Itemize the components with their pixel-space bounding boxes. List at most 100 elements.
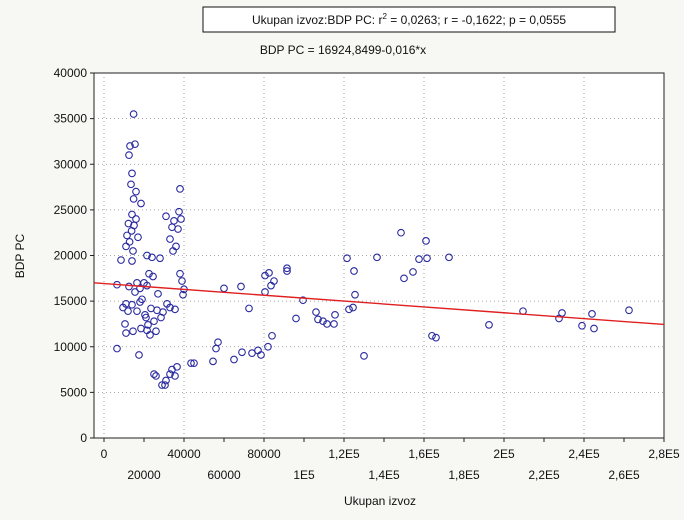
y-tick-label: 30000 [54, 157, 88, 171]
data-point [166, 370, 174, 378]
regression-line-group [93, 282, 665, 326]
data-point [625, 306, 633, 315]
data-point [265, 268, 273, 277]
x-tick-label: 60000 [207, 468, 241, 482]
data-point [154, 289, 162, 298]
data-point [345, 305, 353, 314]
statistics-title-sup: 2 [382, 12, 387, 21]
regression-line [93, 282, 665, 326]
data-point [283, 267, 291, 275]
data-point [143, 251, 151, 260]
statistics-title: Ukupan izvoz:BDP PC: r2 = 0,0263; r = -0… [252, 12, 566, 27]
data-point [144, 321, 152, 329]
y-tick-label: 25000 [54, 203, 88, 217]
data-point [214, 338, 222, 347]
data-point [312, 308, 320, 316]
y-tick-label: 20000 [54, 249, 88, 263]
y-tick-label: 40000 [54, 66, 88, 80]
data-point [156, 254, 164, 263]
data-point [350, 267, 358, 275]
data-point [158, 381, 166, 389]
data-point [588, 310, 596, 318]
x-tick-label: 80000 [247, 447, 281, 461]
data-point [558, 309, 566, 317]
data-point [166, 303, 174, 312]
statistics-title-box: Ukupan izvoz:BDP PC: r2 = 0,0263; r = -0… [202, 6, 616, 33]
x-axis-label: Ukupan izvoz [344, 494, 416, 508]
data-point [122, 242, 130, 251]
data-point [127, 227, 136, 235]
data-point [190, 359, 198, 368]
data-point [485, 321, 493, 329]
x-tick-label: 20000 [127, 468, 161, 482]
data-point [126, 142, 134, 150]
data-point [128, 169, 136, 178]
data-point [175, 207, 183, 216]
y-tick-label: 15000 [54, 294, 88, 308]
statistics-title-suffix: = 0,0263; r = -0,1622; p = 0,0555 [387, 13, 566, 27]
data-point [150, 317, 158, 326]
data-point [590, 324, 598, 333]
data-point [125, 151, 133, 159]
y-axis-label: BDP PC [13, 233, 27, 278]
data-point [137, 199, 145, 208]
data-point [283, 264, 291, 273]
data-point [176, 185, 184, 193]
data-point [422, 237, 430, 245]
x-tick-label: 1,8E5 [448, 468, 480, 482]
data-point [162, 376, 170, 385]
data-point [174, 225, 182, 233]
data-point [146, 331, 154, 339]
x-tick-label: 1,4E5 [368, 468, 400, 482]
regression-equation: BDP PC = 16924,8499-0,016*x [260, 43, 426, 57]
data-point [129, 195, 138, 203]
data-point [131, 140, 139, 149]
data-point [127, 180, 135, 189]
data-point [152, 327, 160, 336]
x-tick-label: 1,6E5 [408, 447, 440, 461]
data-point [264, 342, 272, 351]
data-point [123, 231, 131, 240]
data-point [166, 235, 174, 243]
grid-lines [94, 73, 664, 438]
data-point [125, 282, 133, 291]
data-point [121, 320, 129, 328]
data-point [124, 307, 132, 316]
data-point [128, 257, 136, 265]
data-point [299, 296, 307, 305]
data-point [178, 277, 186, 285]
x-tick-label: 1,2E5 [328, 447, 360, 461]
data-point [117, 256, 125, 264]
data-point [136, 298, 144, 306]
data-point [148, 253, 156, 262]
data-point [351, 290, 359, 299]
data-point [268, 331, 276, 340]
data-point [113, 344, 121, 353]
data-point [134, 233, 142, 242]
data-point [432, 333, 440, 342]
x-tick-label: 2,8E5 [648, 447, 680, 461]
data-point [133, 307, 141, 316]
data-point [142, 313, 150, 322]
data-point [409, 268, 417, 276]
data-point [445, 253, 453, 262]
data-point [292, 314, 300, 323]
data-point [423, 254, 431, 263]
data-point [331, 310, 339, 319]
data-point [257, 351, 265, 359]
data-point [149, 272, 157, 281]
data-point [314, 315, 322, 324]
data-point [176, 269, 184, 278]
data-point [131, 288, 139, 296]
x-tick-label: 1E5 [293, 468, 315, 482]
y-tick-label: 0 [80, 431, 87, 445]
data-point [129, 247, 137, 255]
data-point [161, 381, 169, 389]
data-point [415, 255, 423, 263]
data-point [136, 284, 144, 293]
x-tick-label: 2,2E5 [528, 468, 560, 482]
data-point [578, 321, 586, 330]
data-point [143, 281, 151, 290]
x-tick-label: 2,4E5 [568, 447, 600, 461]
x-tick-label: 0 [101, 447, 108, 461]
